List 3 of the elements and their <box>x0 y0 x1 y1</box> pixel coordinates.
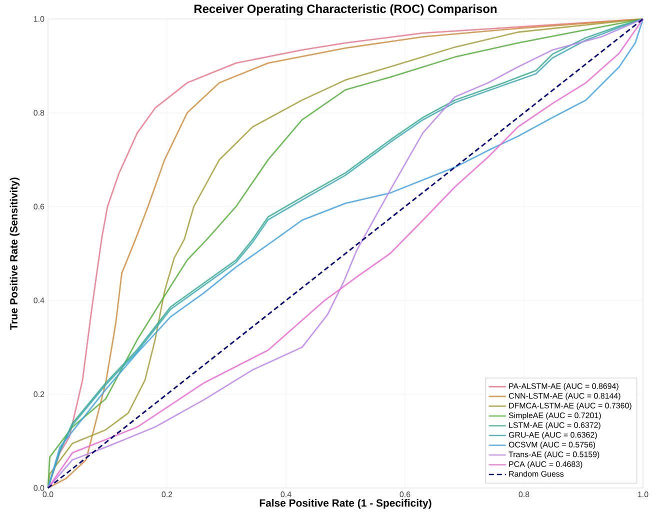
y-axis-title: True Positive Rate (Sensitivity) <box>10 178 20 330</box>
chart-title: Receiver Operating Characteristic (ROC) Comparison <box>194 4 497 16</box>
x-axis-title: False Positive Rate (1 - Specificity) <box>260 499 432 509</box>
